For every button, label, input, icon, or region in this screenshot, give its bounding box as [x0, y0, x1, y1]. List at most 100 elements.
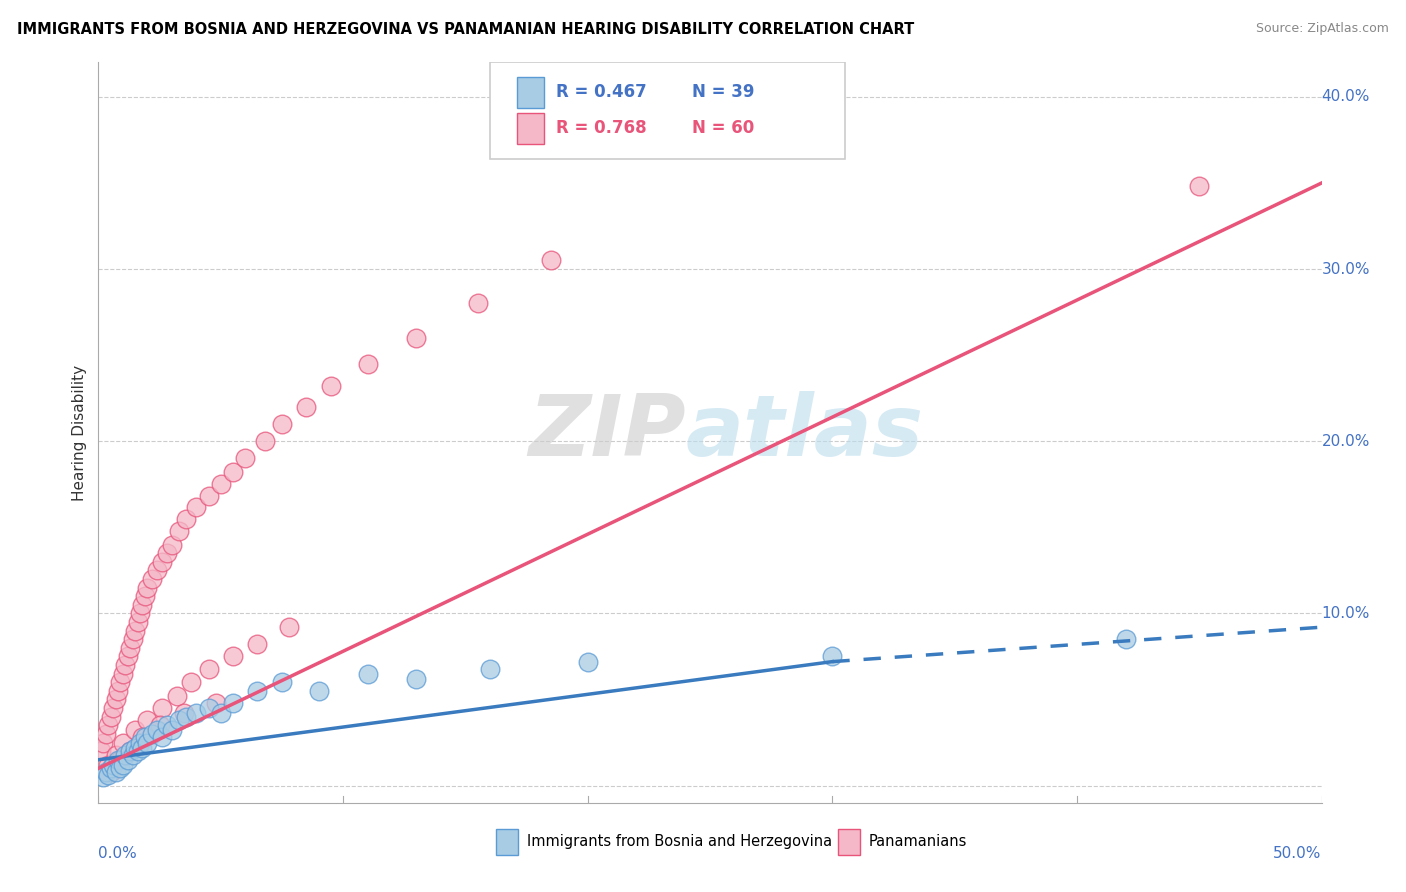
Point — [209, 706, 232, 721]
Point — [186, 706, 208, 721]
Text: Panamanians: Panamanians — [869, 834, 967, 849]
Point — [110, 761, 132, 775]
Point — [94, 764, 117, 779]
FancyBboxPatch shape — [489, 62, 845, 159]
Point — [295, 400, 318, 414]
FancyBboxPatch shape — [517, 78, 544, 108]
Text: IMMIGRANTS FROM BOSNIA AND HERZEGOVINA VS PANAMANIAN HEARING DISABILITY CORRELAT: IMMIGRANTS FROM BOSNIA AND HERZEGOVINA V… — [17, 22, 914, 37]
Text: 50.0%: 50.0% — [1274, 846, 1322, 861]
Point — [134, 731, 156, 745]
Point — [104, 747, 127, 762]
Point — [114, 658, 136, 673]
Point — [100, 709, 122, 723]
Point — [150, 555, 173, 569]
Point — [104, 764, 127, 779]
Point — [222, 649, 245, 664]
Text: 10.0%: 10.0% — [1322, 606, 1369, 621]
Point — [186, 500, 208, 514]
Point — [121, 747, 143, 762]
Point — [100, 761, 122, 775]
Point — [104, 692, 127, 706]
Point — [246, 637, 269, 651]
Point — [160, 537, 183, 551]
Point — [176, 512, 198, 526]
Point — [173, 706, 195, 721]
Text: Immigrants from Bosnia and Herzegovina: Immigrants from Bosnia and Herzegovina — [526, 834, 832, 849]
Point — [222, 696, 245, 710]
Point — [356, 357, 378, 371]
Point — [576, 655, 599, 669]
Text: N = 60: N = 60 — [692, 119, 754, 136]
Point — [356, 666, 378, 681]
Point — [253, 434, 276, 449]
Point — [278, 620, 301, 634]
Point — [270, 417, 294, 431]
Point — [233, 451, 256, 466]
Point — [540, 253, 562, 268]
Point — [197, 701, 219, 715]
Point — [197, 489, 219, 503]
Point — [110, 675, 132, 690]
Point — [150, 701, 173, 715]
Point — [1115, 632, 1137, 647]
Point — [205, 696, 228, 710]
Point — [127, 744, 149, 758]
Point — [120, 744, 142, 758]
Point — [100, 764, 122, 779]
Point — [180, 675, 202, 690]
Point — [131, 598, 153, 612]
Point — [120, 640, 142, 655]
Point — [405, 672, 427, 686]
Text: 0.0%: 0.0% — [98, 846, 138, 861]
Point — [141, 572, 163, 586]
Text: Source: ZipAtlas.com: Source: ZipAtlas.com — [1256, 22, 1389, 36]
Point — [94, 727, 117, 741]
Text: ZIP: ZIP — [527, 391, 686, 475]
Point — [101, 758, 124, 772]
Point — [101, 701, 124, 715]
Point — [129, 607, 152, 621]
Point — [91, 770, 114, 784]
Point — [167, 713, 190, 727]
Point — [1188, 179, 1211, 194]
Point — [117, 649, 139, 664]
Point — [141, 727, 163, 741]
Point — [114, 747, 136, 762]
Point — [107, 753, 129, 767]
Point — [117, 753, 139, 767]
Point — [136, 735, 159, 749]
Point — [160, 723, 183, 738]
Point — [131, 740, 153, 755]
Point — [120, 744, 142, 758]
Point — [319, 379, 342, 393]
Text: 40.0%: 40.0% — [1322, 89, 1369, 104]
Point — [167, 524, 190, 538]
FancyBboxPatch shape — [838, 829, 860, 855]
Point — [136, 581, 159, 595]
Point — [124, 624, 146, 638]
Text: 20.0%: 20.0% — [1322, 434, 1369, 449]
Text: N = 39: N = 39 — [692, 83, 754, 101]
Point — [110, 753, 132, 767]
Point — [127, 615, 149, 629]
Point — [246, 684, 269, 698]
Point — [124, 723, 146, 738]
Text: atlas: atlas — [686, 391, 924, 475]
FancyBboxPatch shape — [517, 112, 544, 144]
Point — [90, 744, 112, 758]
Text: R = 0.467: R = 0.467 — [555, 83, 647, 101]
Text: R = 0.768: R = 0.768 — [555, 119, 647, 136]
Point — [821, 649, 844, 664]
Point — [121, 632, 143, 647]
Point — [176, 709, 198, 723]
Point — [111, 666, 134, 681]
Point — [129, 735, 152, 749]
FancyBboxPatch shape — [496, 829, 517, 855]
Point — [478, 661, 501, 675]
Point — [146, 723, 169, 738]
Point — [405, 331, 427, 345]
Point — [467, 296, 489, 310]
Point — [222, 465, 245, 479]
Point — [131, 731, 153, 745]
Point — [146, 563, 169, 577]
